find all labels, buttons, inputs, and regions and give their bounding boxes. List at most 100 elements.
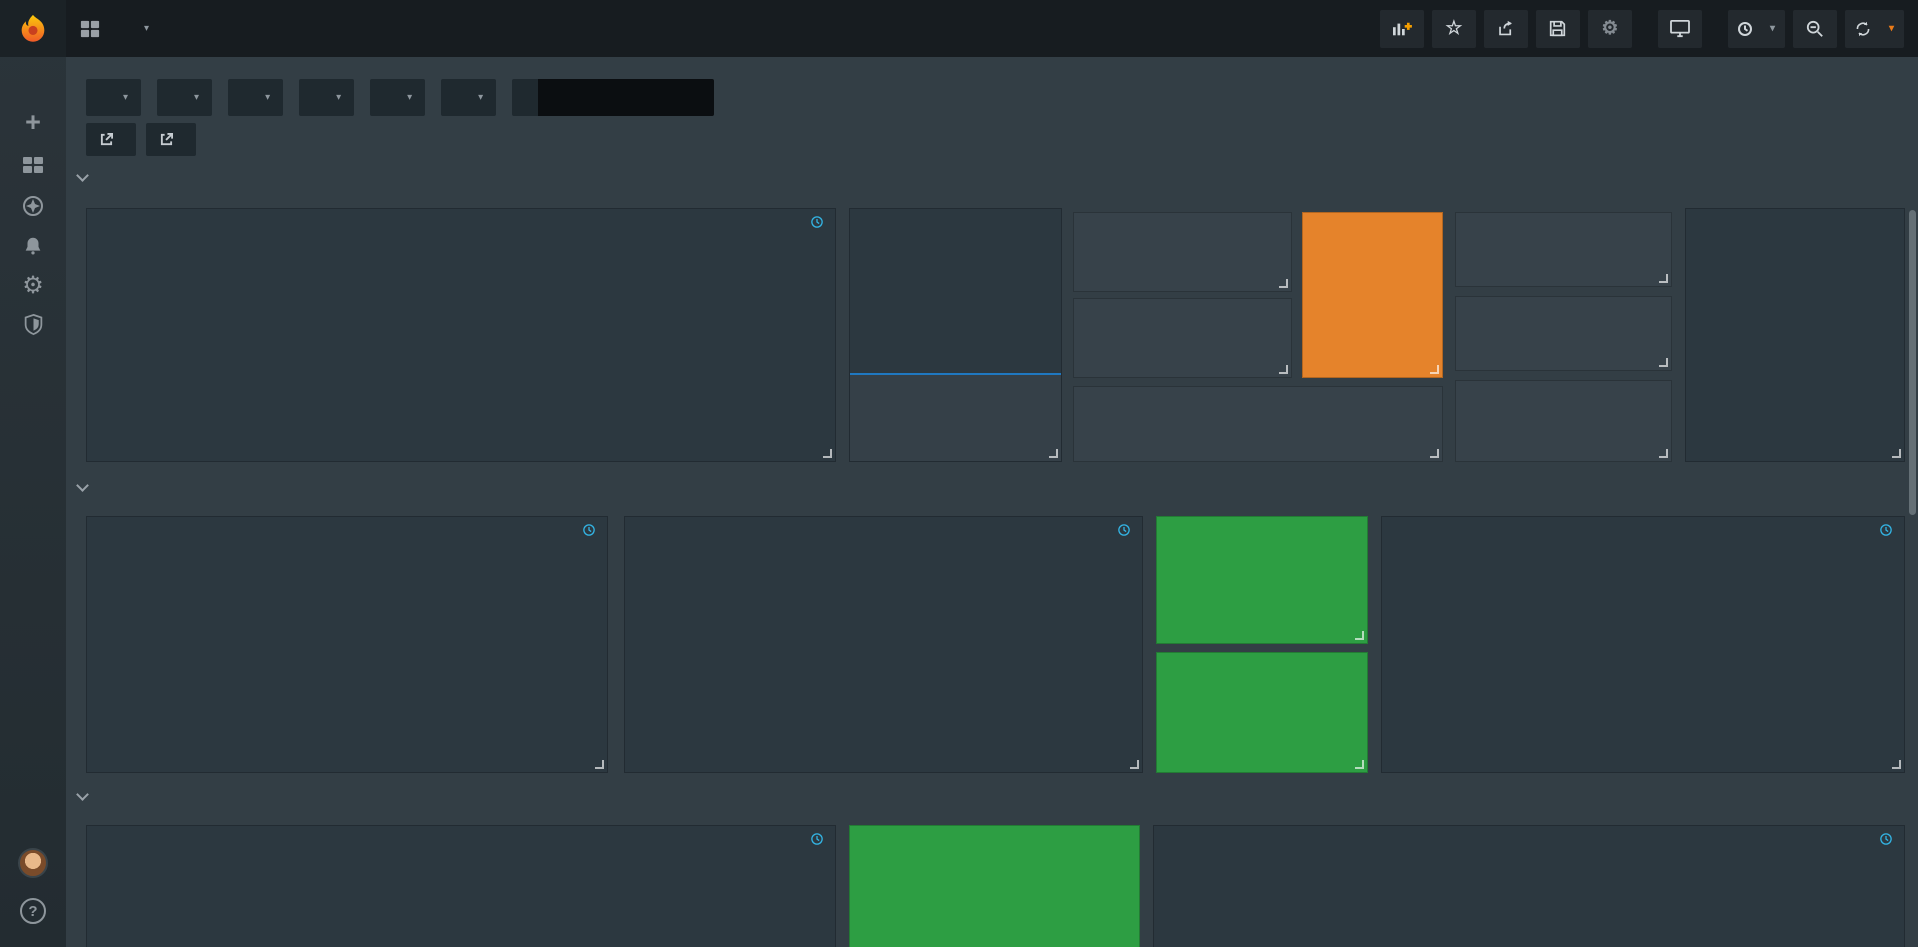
template-variables-row: ▾ ▾ ▾ ▾ ▾ ▾ [86,79,715,116]
breadcrumb: ▾ [80,19,149,39]
current-ups-load-panel [1073,212,1292,292]
section-cpu-stats[interactable] [76,479,97,492]
cpu2-panel [1381,516,1905,773]
flame-icon [21,14,45,42]
cpu-package-chart[interactable] [675,561,1134,673]
legend-item-watts[interactable] [780,439,819,453]
page-scrollbar[interactable] [1909,210,1916,515]
explore-icon[interactable] [0,188,66,224]
dashboard-links-row [86,123,196,156]
gear-icon: ⚙ [1601,18,1619,39]
temp-sparkline [1159,615,1365,641]
panel-time-override [1880,524,1896,536]
clock-icon [1737,21,1752,36]
monitor-icon [1670,19,1690,37]
memory-legend [1652,870,1892,947]
variable-kwh-price[interactable]: ▾ [86,79,142,116]
variable-currency[interactable]: ▾ [157,79,213,116]
chart-legend [101,439,819,453]
average-daily-cost-panel [1455,212,1672,287]
ups-load-vs-time-panel [1685,208,1905,462]
ups-runtime-panel [1302,212,1443,378]
variable-ups-datasource[interactable]: ▾ [441,79,497,116]
cpu-package-legend [639,695,1120,767]
uptime-panel [849,825,1140,947]
collapse-chevron-icon [76,788,89,801]
alerting-bell-icon[interactable] [0,228,66,264]
grafana-logo-icon[interactable] [0,0,66,57]
chevron-down-icon: ▾ [123,92,129,103]
collapse-chevron-icon [76,169,89,182]
server-admin-shield-icon[interactable] [0,306,66,342]
add-panel-icon [1392,22,1412,35]
cpu1-legend [101,695,585,767]
section-ups-stats[interactable] [76,169,97,182]
configuration-gear-icon[interactable]: ⚙ [22,271,44,299]
share-dashboard-button[interactable] [1483,9,1528,48]
time-range-picker[interactable]: ▾ [1727,9,1785,48]
cpu-threads-input[interactable] [538,79,715,116]
zoom-out-time-button[interactable] [1792,9,1837,48]
refresh-caret-icon: ▾ [1888,23,1894,34]
threshold-line [850,373,1061,375]
panel-time-override [1880,833,1896,845]
dashboard-body: ▾ ▾ ▾ ▾ ▾ ▾ [66,57,1918,947]
save-dashboard-button[interactable] [1535,9,1580,48]
memory-panel [1153,825,1905,947]
refresh-picker[interactable]: ▾ [1844,9,1904,48]
clock-icon [583,524,595,536]
breadcrumb-caret-icon[interactable]: ▾ [144,23,150,34]
estimated-yearly-cost-panel [1455,380,1672,462]
series-color-swatch [780,444,795,448]
cpu2-temp-panel [1156,652,1368,773]
link-ups-monitoring-guide[interactable] [146,123,196,156]
user-avatar[interactable] [0,845,66,881]
ups-load-panel [86,208,836,462]
external-link-icon [160,133,173,146]
star-dashboard-button[interactable]: ☆ [1431,9,1476,48]
chevron-down-icon: ▾ [336,92,342,103]
average-psu-load-panel [1073,298,1292,378]
cpu1-panel [86,516,608,773]
variable-host[interactable]: ▾ [299,79,355,116]
time-caret-icon: ▾ [1769,23,1775,34]
legend-item-ups-load[interactable] [101,439,140,453]
variable-ups-max-output[interactable]: ▾ [228,79,284,116]
top-nav: ▾ ☆ ⚙ ▾ [66,0,1918,57]
cpu2-chart[interactable] [1432,561,1896,673]
variable-cpu-threads [512,79,715,116]
temp-sparkline [1159,744,1365,770]
network-chart[interactable] [143,862,831,947]
create-icon[interactable]: + [25,106,41,137]
sidebar: + ⚙ ? [0,0,66,947]
clock-icon [811,216,823,228]
star-icon: ☆ [1445,18,1463,39]
variable-telegraf-datasource[interactable]: ▾ [370,79,426,116]
ups-battery-charge-panel [849,208,1062,462]
cpu1-chart[interactable] [137,561,599,673]
add-panel-button[interactable] [1379,9,1424,48]
section-network-memory[interactable] [76,788,97,801]
help-icon[interactable]: ? [0,893,66,929]
chevron-down-icon: ▾ [407,92,413,103]
panel-time-override [1118,524,1134,536]
cpu-package-panel [624,516,1143,773]
clock-icon [1880,524,1892,536]
this-years-cost-panel [1455,296,1672,371]
ups-load-chart[interactable] [143,253,787,405]
dashboards-icon[interactable] [0,147,66,183]
current-load-kwh-panel [1073,386,1443,462]
panel-time-override [583,524,599,536]
collapse-chevron-icon [76,479,89,492]
chevron-down-icon: ▾ [478,92,484,103]
memory-chart[interactable] [1272,862,1654,947]
cpu2-legend [1396,695,1882,767]
cycle-view-mode-button[interactable] [1657,9,1702,48]
battery-gauge-chart[interactable] [850,249,1062,449]
panel-time-override [811,216,827,228]
dashboard-settings-button[interactable]: ⚙ [1587,9,1632,48]
link-grafana-plex-theme[interactable] [86,123,136,156]
network-panel [86,825,836,947]
clock-icon [811,833,823,845]
